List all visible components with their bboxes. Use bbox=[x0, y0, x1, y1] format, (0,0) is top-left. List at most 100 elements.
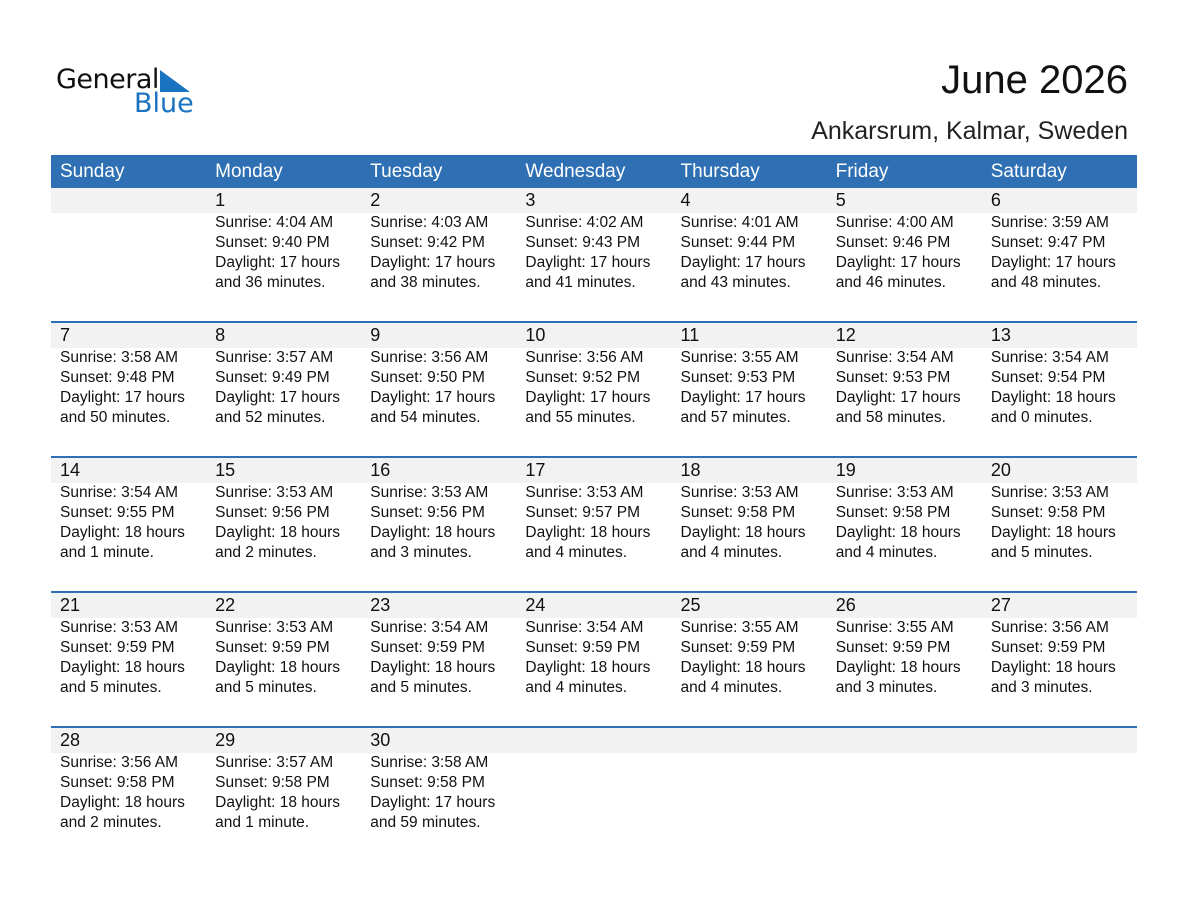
sunset-text: Sunset: 9:49 PM bbox=[215, 369, 330, 386]
minutes-text: and 1 minute. bbox=[60, 544, 154, 561]
day-cell: 6 Sunrise: 3:59 AM Sunset: 9:47 PM Daylight… bbox=[982, 188, 1137, 323]
day-cell: 9 Sunrise: 3:56 AM Sunset: 9:50 PM Daylight… bbox=[361, 323, 516, 458]
day-number: 15 bbox=[215, 460, 236, 480]
minutes-text: and 1 minute. bbox=[215, 814, 310, 831]
minutes-text: and 57 minutes. bbox=[680, 409, 791, 426]
daylight-text: Daylight: 18 hours bbox=[525, 659, 651, 676]
sunrise-text: Sunrise: 3:53 AM bbox=[215, 484, 334, 501]
minutes-text: and 43 minutes. bbox=[680, 274, 791, 291]
day-number: 2 bbox=[370, 190, 381, 210]
minutes-text: and 0 minutes. bbox=[990, 409, 1093, 426]
sunrise-text: Sunrise: 3:59 AM bbox=[990, 214, 1109, 231]
sunrise-text: Sunrise: 3:54 AM bbox=[60, 484, 179, 501]
minutes-text: and 5 minutes. bbox=[215, 679, 317, 696]
daylight-text: Daylight: 18 hours bbox=[215, 524, 341, 541]
sunset-text: Sunset: 9:55 PM bbox=[60, 504, 175, 521]
week-row: 21 Sunrise: 3:53 AM Sunset: 9:59 PM Dayligh… bbox=[51, 591, 1137, 728]
minutes-text: and 3 minutes. bbox=[370, 544, 472, 561]
sunset-text: Sunset: 9:58 PM bbox=[990, 504, 1106, 521]
sunrise-text: Sunrise: 4:01 AM bbox=[680, 214, 799, 231]
day-number-band bbox=[51, 323, 1137, 348]
sunset-text: Sunset: 9:52 PM bbox=[525, 369, 640, 386]
minutes-text: and 3 minutes. bbox=[835, 679, 938, 696]
weekday-label: Sunday bbox=[60, 161, 125, 182]
sunrise-text: Sunrise: 3:54 AM bbox=[370, 619, 489, 636]
day-number: 19 bbox=[835, 460, 856, 480]
sunset-text: Sunset: 9:59 PM bbox=[60, 639, 175, 656]
minutes-text: and 58 minutes. bbox=[835, 409, 946, 426]
daylight-text: Daylight: 17 hours bbox=[525, 389, 651, 406]
minutes-text: and 4 minutes. bbox=[525, 679, 628, 696]
day-number: 8 bbox=[215, 325, 226, 345]
minutes-text: and 2 minutes. bbox=[60, 814, 162, 831]
day-cell: 29 Sunrise: 3:57 AM Sunset: 9:58 PM Dayligh… bbox=[206, 728, 361, 863]
daylight-text: Daylight: 18 hours bbox=[60, 794, 185, 811]
weekday-header: Sunday Monday Tuesday Wednesday Thursday Frid… bbox=[51, 155, 1137, 188]
weekday-label: Monday bbox=[215, 161, 283, 182]
daylight-text: Daylight: 17 hours bbox=[525, 254, 651, 271]
day-number-band bbox=[51, 593, 1137, 618]
sunset-text: Sunset: 9:59 PM bbox=[835, 639, 951, 656]
sunset-text: Sunset: 9:58 PM bbox=[215, 774, 330, 791]
minutes-text: and 41 minutes. bbox=[525, 274, 636, 291]
day-number: 25 bbox=[680, 595, 701, 615]
sunrise-text: Sunrise: 3:53 AM bbox=[680, 484, 799, 501]
day-number: 4 bbox=[680, 190, 691, 210]
day-cell: 30 Sunrise: 3:58 AM Sunset: 9:58 PM Dayligh… bbox=[361, 728, 516, 863]
sunset-text: Sunset: 9:53 PM bbox=[835, 369, 951, 386]
day-cell: 1 Sunrise: 4:04 AM Sunset: 9:40 PM Daylight… bbox=[206, 188, 361, 323]
day-number: 1 bbox=[215, 190, 226, 210]
day-number-band bbox=[51, 188, 1137, 213]
day-number: 20 bbox=[990, 460, 1011, 480]
daylight-text: Daylight: 17 hours bbox=[680, 389, 806, 406]
logo: General Blue bbox=[56, 64, 196, 120]
minutes-text: and 4 minutes. bbox=[525, 544, 628, 561]
sunset-text: Sunset: 9:50 PM bbox=[370, 369, 485, 386]
sunrise-text: Sunrise: 3:58 AM bbox=[60, 349, 179, 366]
day-cell: 15 Sunrise: 3:53 AM Sunset: 9:56 PM Dayligh… bbox=[206, 458, 361, 593]
minutes-text: and 36 minutes. bbox=[215, 274, 326, 291]
day-cell: 21 Sunrise: 3:53 AM Sunset: 9:59 PM Dayligh… bbox=[51, 593, 206, 728]
sunset-text: Sunset: 9:40 PM bbox=[215, 234, 330, 251]
sunset-text: Sunset: 9:56 PM bbox=[370, 504, 485, 521]
sunrise-text: Sunrise: 4:03 AM bbox=[370, 214, 489, 231]
day-cell: 20 Sunrise: 3:53 AM Sunset: 9:58 PM Dayligh… bbox=[982, 458, 1137, 593]
sunset-text: Sunset: 9:59 PM bbox=[370, 639, 485, 656]
sunset-text: Sunset: 9:56 PM bbox=[215, 504, 330, 521]
weekday-label: Friday bbox=[835, 161, 889, 182]
day-number: 21 bbox=[60, 595, 81, 615]
daylight-text: Daylight: 17 hours bbox=[835, 389, 961, 406]
sunset-text: Sunset: 9:46 PM bbox=[835, 234, 951, 251]
sunset-text: Sunset: 9:48 PM bbox=[60, 369, 175, 386]
day-cell: 23 Sunrise: 3:54 AM Sunset: 9:59 PM Dayligh… bbox=[361, 593, 516, 728]
sunrise-text: Sunrise: 3:53 AM bbox=[990, 484, 1109, 501]
daylight-text: Daylight: 18 hours bbox=[215, 659, 341, 676]
daylight-text: Daylight: 18 hours bbox=[60, 659, 185, 676]
sunset-text: Sunset: 9:58 PM bbox=[60, 774, 175, 791]
day-number: 12 bbox=[835, 325, 856, 345]
sunset-text: Sunset: 9:53 PM bbox=[680, 369, 796, 386]
day-cell: 13 Sunrise: 3:54 AM Sunset: 9:54 PM Dayligh… bbox=[982, 323, 1137, 458]
day-number: 14 bbox=[60, 460, 81, 480]
week-row: 7 Sunrise: 3:58 AM Sunset: 9:48 PM Daylight… bbox=[51, 321, 1137, 458]
day-cell: 2 Sunrise: 4:03 AM Sunset: 9:42 PM Daylight… bbox=[361, 188, 516, 323]
day-number-band bbox=[51, 728, 1137, 753]
sunrise-text: Sunrise: 3:57 AM bbox=[215, 754, 334, 771]
day-cell: 5 Sunrise: 4:00 AM Sunset: 9:46 PM Daylight… bbox=[827, 188, 982, 323]
sunrise-text: Sunrise: 3:57 AM bbox=[215, 349, 334, 366]
day-number: 26 bbox=[835, 595, 856, 615]
sunrise-text: Sunrise: 3:56 AM bbox=[990, 619, 1109, 636]
minutes-text: and 3 minutes. bbox=[990, 679, 1093, 696]
minutes-text: and 2 minutes. bbox=[215, 544, 317, 561]
sunrise-text: Sunrise: 3:56 AM bbox=[60, 754, 179, 771]
sunrise-text: Sunrise: 3:53 AM bbox=[60, 619, 179, 636]
location-subtitle: Ankarsrum, Kalmar, Sweden bbox=[811, 117, 1128, 145]
sunrise-text: Sunrise: 3:53 AM bbox=[370, 484, 489, 501]
daylight-text: Daylight: 18 hours bbox=[835, 524, 961, 541]
logo-text-blue: Blue bbox=[134, 88, 194, 119]
minutes-text: and 59 minutes. bbox=[370, 814, 481, 831]
daylight-text: Daylight: 17 hours bbox=[990, 254, 1116, 271]
daylight-text: Daylight: 18 hours bbox=[680, 659, 806, 676]
sunset-text: Sunset: 9:42 PM bbox=[370, 234, 485, 251]
minutes-text: and 4 minutes. bbox=[835, 544, 938, 561]
